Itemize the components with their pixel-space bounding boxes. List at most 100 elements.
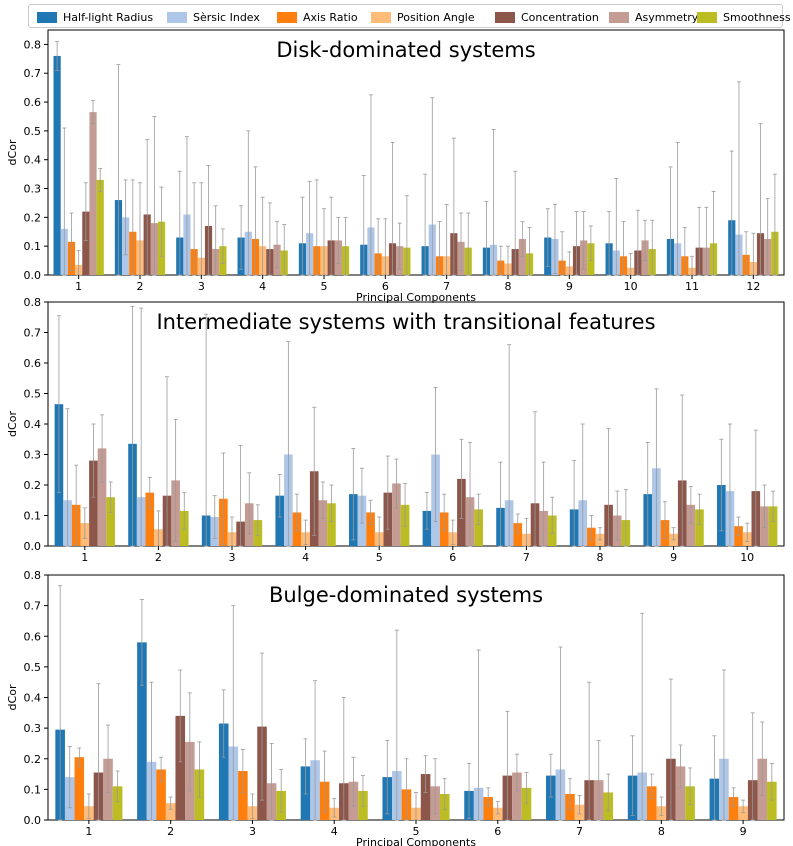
x-tick-label: 12: [746, 280, 760, 293]
bar: [96, 179, 104, 275]
x-tick-label: 8: [658, 825, 665, 838]
bar: [728, 797, 739, 820]
legend-swatch: [697, 11, 717, 23]
bar: [218, 723, 229, 820]
bar: [738, 806, 748, 820]
bar: [483, 797, 493, 820]
y-tick-label: 0.8: [24, 296, 42, 309]
legend-item-position-angle: Position Angle: [371, 10, 475, 24]
x-tick-label: 7: [576, 825, 583, 838]
y-tick-label: 0.1: [24, 510, 42, 523]
bar: [392, 483, 401, 546]
x-tick-label: 9: [566, 280, 573, 293]
y-tick-label: 0.5: [24, 388, 42, 401]
y-tick-label: 0.6: [24, 630, 42, 643]
legend-label: Smoothness: [723, 10, 791, 24]
legend-item-smoothness: Smoothness: [697, 10, 791, 24]
legend-swatch: [495, 11, 515, 23]
plot-frame: [47, 29, 785, 276]
chart-title: Bulge-dominated systems: [269, 583, 543, 607]
x-tick-label: 8: [505, 280, 512, 293]
legend-swatch: [371, 11, 391, 23]
y-tick-label: 0.4: [24, 154, 42, 167]
chart-panel-1: 0.00.10.20.30.40.50.60.70.81 2 3 4 5 6 7 8 9 10 11…: [6, 29, 785, 304]
x-tick-label: 1: [75, 280, 82, 293]
bar: [82, 211, 90, 275]
y-tick-label: 0.0: [24, 540, 42, 553]
x-axis-label: Principal Components: [356, 291, 476, 304]
x-tick-label: 9: [670, 551, 677, 564]
legend-swatch: [37, 11, 57, 23]
y-tick-label: 0.4: [24, 692, 42, 705]
bar: [165, 803, 176, 820]
bar: [175, 715, 186, 820]
legend-item-asymmetry: Asymmetry: [609, 10, 698, 24]
x-tick-label: 6: [382, 280, 389, 293]
x-axis-label: Principal Components: [356, 836, 476, 846]
x-tick-label: 9: [740, 825, 747, 838]
bar: [275, 495, 285, 546]
bar: [420, 774, 431, 820]
x-tick-label: 5: [413, 825, 420, 838]
legend-label: Position Angle: [397, 10, 475, 24]
y-tick-label: 0.7: [24, 327, 42, 340]
legend-item-sersic-index: Sèrsic Index: [167, 10, 260, 24]
legend-swatch: [167, 11, 187, 23]
x-tick-label: 3: [249, 825, 256, 838]
bar: [89, 460, 98, 546]
x-tick-label: 5: [321, 280, 328, 293]
y-tick-label: 0.8: [24, 569, 42, 582]
x-tick-label: 6: [449, 551, 456, 564]
x-tick-label: 10: [740, 551, 754, 564]
y-tick-label: 0.4: [24, 418, 42, 431]
legend-swatch: [609, 11, 629, 23]
x-tick-label: 5: [376, 551, 383, 564]
x-tick-label: 1: [85, 825, 92, 838]
x-tick-label: 2: [167, 825, 174, 838]
y-tick-label: 0.6: [24, 96, 42, 109]
y-tick-label: 0.7: [24, 67, 42, 80]
bar: [521, 787, 532, 820]
bar: [112, 786, 123, 820]
y-tick-label: 0.1: [24, 783, 42, 796]
x-tick-label: 7: [523, 551, 530, 564]
y-axis-label: dCor: [6, 139, 19, 165]
legend-item-concentration: Concentration: [495, 10, 599, 24]
bar: [686, 504, 696, 546]
x-tick-label: 2: [155, 551, 162, 564]
legend-label: Concentration: [521, 10, 599, 24]
legend-label: Asymmetry: [635, 10, 699, 24]
bar: [366, 512, 375, 546]
bar: [518, 238, 526, 275]
bar: [695, 509, 704, 546]
legend-label: Sèrsic Index: [193, 10, 260, 24]
bar: [327, 503, 336, 546]
x-tick-label: 7: [443, 280, 450, 293]
chart-title: Intermediate systems with transitional f…: [156, 310, 655, 334]
y-tick-label: 0.5: [24, 661, 42, 674]
y-tick-label: 0.2: [24, 479, 42, 492]
legend-swatch: [277, 11, 297, 23]
x-tick-label: 11: [685, 280, 699, 293]
y-tick-label: 0.3: [24, 722, 42, 735]
x-tick-label: 2: [137, 280, 144, 293]
legend-item-half-light-radius: Half-light Radius: [37, 10, 153, 24]
bar: [768, 506, 778, 546]
bar: [97, 448, 107, 546]
bar: [74, 757, 85, 820]
bar: [646, 786, 657, 820]
y-tick-label: 0.3: [24, 183, 42, 196]
y-tick-label: 0.0: [24, 814, 42, 827]
x-tick-label: 10: [624, 280, 638, 293]
y-axis-label: dCor: [6, 411, 19, 437]
y-tick-label: 0.6: [24, 357, 42, 370]
x-tick-label: 8: [597, 551, 604, 564]
bar: [474, 509, 483, 546]
y-tick-label: 0.0: [24, 269, 42, 282]
x-tick-label: 3: [198, 280, 205, 293]
chart-panel-3: 0.0 0.1 0.2 0.3 0.4 0.5 0.6 0.7 0.8 1 2 3 4 5 6 7 8 9 Bulg…: [6, 569, 785, 846]
legend-item-axis-ratio: Axis Ratio: [277, 10, 358, 24]
plot-frame: [47, 301, 785, 547]
x-tick-label: 6: [494, 825, 501, 838]
bar: [513, 523, 523, 546]
